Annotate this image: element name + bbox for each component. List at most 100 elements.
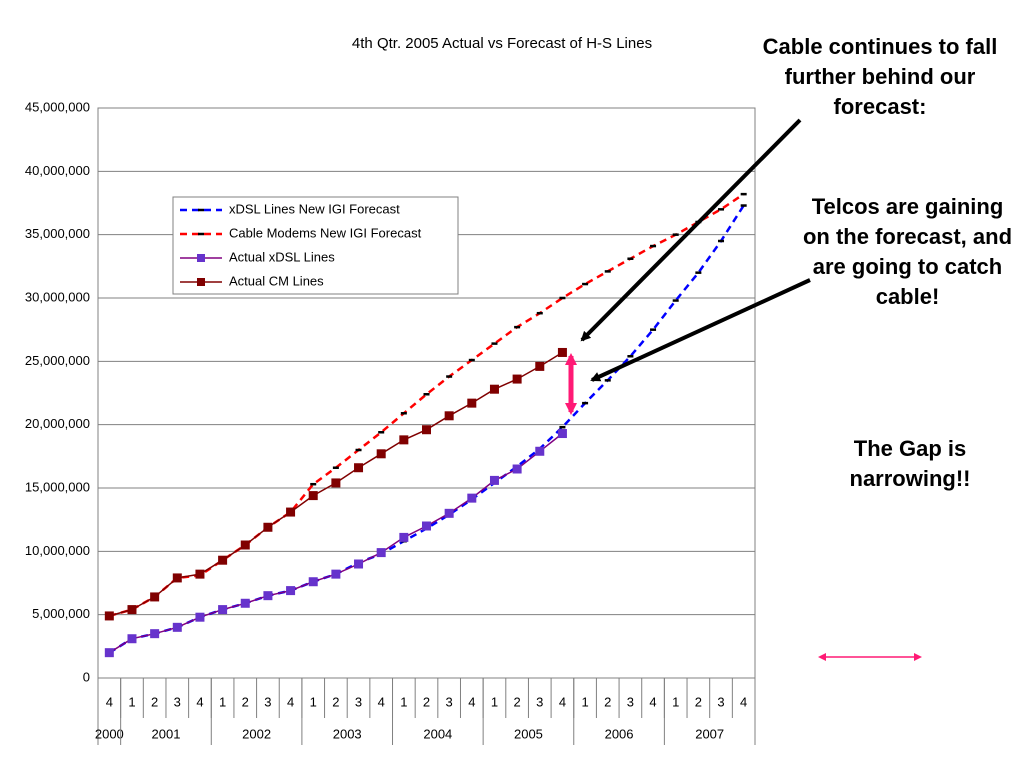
data-point [354,559,364,569]
x-tick-label: 4 [287,694,294,709]
data-point [399,532,409,542]
legend-label: Actual CM Lines [229,273,324,288]
x-tick-label: 3 [264,694,271,709]
x-tick-label: 1 [581,694,588,709]
year-label: 2002 [242,726,271,741]
x-tick-label: 3 [446,694,453,709]
data-point [195,612,205,622]
data-point [104,648,114,658]
data-point [286,586,296,596]
x-tick-label: 1 [128,694,135,709]
y-tick-label: 15,000,000 [25,479,90,494]
data-point [286,507,296,517]
legend-marker [197,254,205,262]
data-point [512,464,522,474]
data-point [376,449,386,459]
data-point [308,491,318,501]
x-tick-label: 4 [378,694,385,709]
data-point [512,374,522,384]
x-tick-label: 2 [514,694,521,709]
data-point [557,347,567,357]
x-tick-label: 1 [310,694,317,709]
data-point [172,622,182,632]
legend-box [172,196,459,295]
year-label: 2000 [95,726,124,741]
plot-area [97,107,756,679]
x-tick-label: 4 [106,694,113,709]
data-point [195,569,205,579]
data-point [218,555,228,565]
data-point [172,573,182,583]
arrow [580,118,802,342]
x-tick-label: 4 [649,694,656,709]
data-point [127,634,137,644]
legend-marker [197,278,205,286]
data-point [376,548,386,558]
x-tick-label: 1 [491,694,498,709]
data-point [535,361,545,371]
x-tick-label: 2 [242,694,249,709]
data-point [444,411,454,421]
x-tick-label: 3 [627,694,634,709]
x-tick-label: 1 [219,694,226,709]
x-tick-label: 3 [174,694,181,709]
year-label: 2003 [333,726,362,741]
data-point [422,425,431,435]
y-tick-label: 20,000,000 [25,416,90,431]
x-tick-label: 3 [536,694,543,709]
data-point [467,493,477,503]
x-tick-label: 2 [332,694,339,709]
x-tick-label: 4 [468,694,475,709]
data-point [308,577,318,587]
y-tick-label: 35,000,000 [25,226,90,241]
year-label: 2004 [423,726,452,741]
annotation: The Gap is narrowing!! [849,436,971,491]
data-point [489,384,499,394]
x-tick-label: 2 [151,694,158,709]
y-tick-label: 30,000,000 [25,289,90,304]
y-tick-label: 0 [83,669,90,684]
x-tick-label: 2 [695,694,702,709]
y-tick-label: 45,000,000 [25,99,90,114]
chart-title: 4th Qtr. 2005 Actual vs Forecast of H-S … [352,35,652,52]
data-point [218,605,228,615]
data-point [263,522,273,532]
data-point [150,629,160,639]
year-label: 2006 [605,726,634,741]
x-tick-label: 4 [196,694,203,709]
x-tick-label: 4 [559,694,566,709]
x-tick-label: 1 [400,694,407,709]
y-tick-label: 5,000,000 [32,606,90,621]
data-point [422,521,431,531]
x-tick-label: 1 [672,694,679,709]
data-point [489,475,499,485]
arrow [590,278,811,382]
y-tick-label: 10,000,000 [25,543,90,558]
data-point [240,540,250,550]
annotation: Cable continues to fall further behind o… [762,34,998,119]
legend-label: Cable Modems New IGI Forecast [229,225,422,240]
data-point [104,611,114,621]
legend-label: xDSL Lines New IGI Forecast [229,201,400,216]
legend-label: Actual xDSL Lines [229,249,335,264]
data-point [467,398,477,408]
annotation: Telcos are gaining on the forecast, and … [802,194,1013,309]
x-tick-label: 3 [717,694,724,709]
data-point [399,435,409,445]
x-tick-label: 3 [355,694,362,709]
y-tick-label: 25,000,000 [25,353,90,368]
data-point [240,598,250,608]
data-point [150,592,160,602]
x-tick-label: 2 [604,694,611,709]
data-point [557,429,567,439]
year-label: 2005 [514,726,543,741]
data-point [444,508,454,518]
data-point [331,569,341,579]
year-label: 2001 [152,726,181,741]
x-tick-label: 4 [740,694,747,709]
data-point [535,446,545,456]
y-tick-label: 40,000,000 [25,163,90,178]
year-label: 2007 [695,726,724,741]
